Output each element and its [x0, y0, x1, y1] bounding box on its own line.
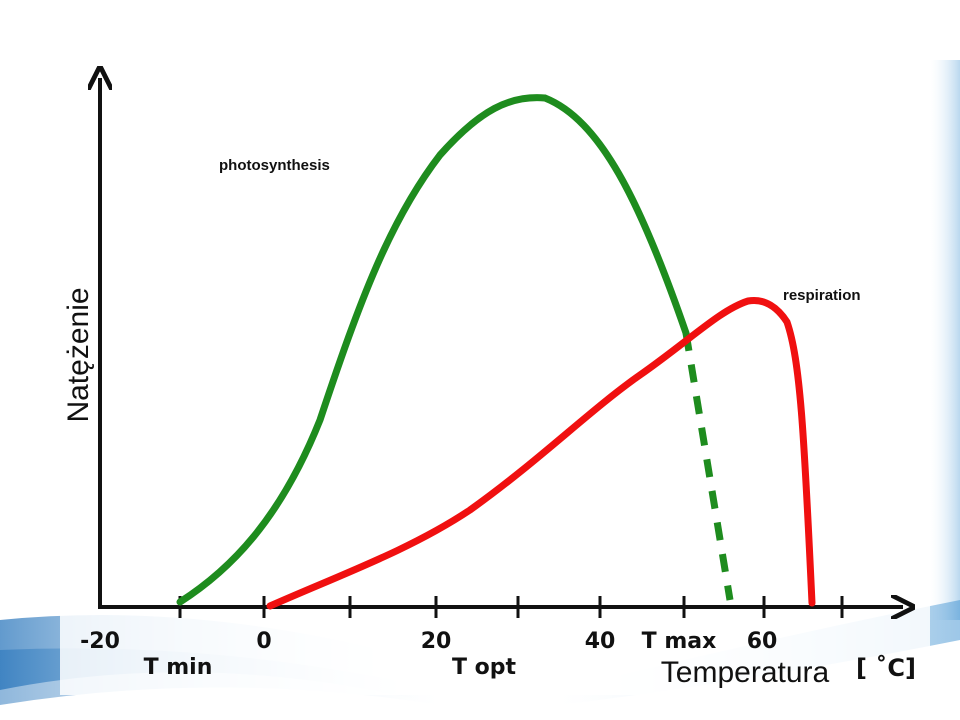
- y-axis-label: Natężenie: [62, 287, 95, 422]
- background-decor: [0, 60, 960, 705]
- marker-label: T opt: [452, 655, 517, 680]
- curve-label: photosynthesis: [219, 157, 330, 174]
- x-tick-label: 20: [421, 629, 452, 654]
- x-tick-label: -20: [80, 629, 120, 654]
- x-tick-label: 0: [256, 629, 271, 654]
- photosynthesis-curve: [176, 94, 690, 606]
- curve-label: respiration: [783, 287, 861, 304]
- x-ticks: [178, 596, 844, 618]
- x-axis-label: Temperatura: [661, 656, 830, 689]
- respiration-curve: [266, 296, 816, 610]
- x-tick-label: T max: [642, 629, 717, 654]
- marker-label: T min: [144, 655, 213, 680]
- x-tick-label: 40: [585, 629, 616, 654]
- photosynthesis-extrapolation: [682, 332, 734, 601]
- x-axis-unit: [ ˚C]: [856, 654, 916, 682]
- x-tick-label: 60: [747, 629, 778, 654]
